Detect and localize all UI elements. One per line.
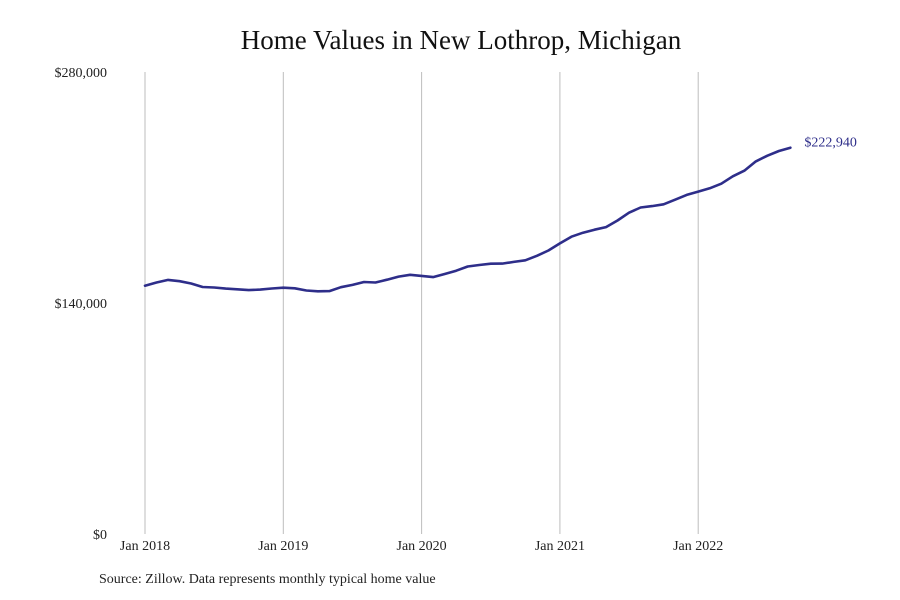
latest-value-label: $222,940 (804, 136, 857, 151)
y-tick-label: $140,000 (55, 297, 108, 312)
source-note: Source: Zillow. Data represents monthly … (99, 572, 436, 587)
home-value-line (143, 146, 792, 293)
x-tick-label: Jan 2019 (258, 539, 308, 554)
x-tick-label: Jan 2021 (535, 539, 585, 554)
x-axis-ticks: Jan 2018 Jan 2019 Jan 2020 Jan 2021 Jan 2022 (120, 539, 723, 554)
x-tick-label: Jan 2018 (120, 539, 170, 554)
y-tick-label: $0 (93, 528, 107, 543)
chart-title: Home Values in New Lothrop, Michigan (240, 25, 682, 55)
y-axis-ticks: $0 $140,000 $280,000 (55, 66, 108, 543)
x-tick-label: Jan 2020 (397, 539, 447, 554)
x-tick-label: Jan 2022 (673, 539, 723, 554)
gridlines (144, 72, 699, 534)
y-tick-label: $280,000 (55, 66, 108, 81)
